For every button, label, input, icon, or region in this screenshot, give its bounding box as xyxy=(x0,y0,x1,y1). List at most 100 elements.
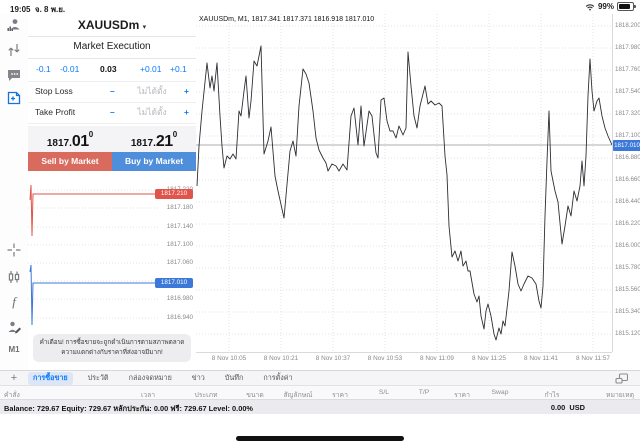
price-tick: 1817.320 xyxy=(615,110,640,117)
trade-panel: XAUUSDm ▾ Market Execution -0.1 -0.01 0.… xyxy=(28,14,197,370)
new-order-icon[interactable] xyxy=(6,90,22,106)
price-tick: 1817.760 xyxy=(615,66,640,73)
tab-3[interactable]: ข่าว xyxy=(191,373,205,382)
column-header: หมายเหตุ xyxy=(606,392,634,399)
tick-price-label: 1817.060 xyxy=(166,259,193,266)
price-tick: 1817.540 xyxy=(615,88,640,95)
symbol-name: XAUUSDm xyxy=(77,18,140,32)
price-tick: 1816.660 xyxy=(615,176,640,183)
price-tick: 1815.560 xyxy=(615,286,640,293)
price-tick: 1817.980 xyxy=(615,44,640,51)
stop-loss-label: Stop Loss xyxy=(35,86,73,96)
status-date: จ. 8 พ.ย. xyxy=(34,5,66,14)
price-chart-plot[interactable] xyxy=(196,14,613,353)
tick-price-label: 1817.180 xyxy=(166,204,193,211)
bottom-tab-bar: + การซื้อขาย ประวัติ กล่องจดหมาย ข่าว บันทึก… xyxy=(0,370,640,386)
bottom-tabs: การซื้อขาย ประวัติ กล่องจดหมาย ข่าว บันทึก กา… xyxy=(28,372,308,385)
stop-loss-row: Stop Loss – ไม่ได้ตั้ง + xyxy=(28,81,196,103)
stop-loss-plus-button[interactable]: + xyxy=(184,86,189,96)
time-tick: 8 Nov 10:21 xyxy=(263,355,299,362)
price-tick: 1816.440 xyxy=(615,198,640,205)
take-profit-value[interactable]: ไม่ได้ตั้ง xyxy=(137,107,167,117)
volume-dec-small[interactable]: -0.01 xyxy=(60,64,80,74)
balance-summary: Balance: 729.67 Equity: 729.67 หลักประกั… xyxy=(4,404,254,413)
symbol-selector[interactable]: XAUUSDm ▾ xyxy=(28,14,196,37)
price-tick: 1818.200 xyxy=(615,22,640,29)
time-tick: 8 Nov 11:09 xyxy=(420,355,454,362)
tab-4[interactable]: บันทึก xyxy=(224,373,244,382)
current-price-badge: 1817.010 xyxy=(613,139,640,151)
time-tick: 8 Nov 11:57 xyxy=(576,355,610,362)
profit-currency: USD xyxy=(569,403,585,412)
price-tick: 1815.120 xyxy=(615,330,640,337)
volume-value[interactable]: 0.03 xyxy=(100,64,117,74)
quotes-icon[interactable] xyxy=(6,17,22,33)
time-tick: 8 Nov 11:25 xyxy=(472,355,506,362)
price-tick: 1816.000 xyxy=(615,242,640,249)
price-tick: 1816.880 xyxy=(615,154,640,161)
chart-panel: XAUUSDm, M1, 1817.341 1817.371 1816.918 … xyxy=(196,14,640,370)
chart-ohlc-info: XAUUSDm, M1, 1817.341 1817.371 1816.918 … xyxy=(199,16,375,23)
home-indicator[interactable] xyxy=(236,436,404,441)
trade-warning: คำเตือน! การซื้อขายจะถูกดำเนินการตามสภาพ… xyxy=(33,334,191,362)
chevron-down-icon: ▾ xyxy=(142,24,147,31)
price-axis: 1818.200 1817.980 1817.760 1817.540 1817.320… xyxy=(612,14,640,352)
stop-loss-value[interactable]: ไม่ได้ตั้ง xyxy=(137,86,167,96)
bid-price-badge: 1817.010 xyxy=(155,278,193,288)
price-tick: 1815.340 xyxy=(615,308,640,315)
bid-ask-prices: 1817.010 1817.210 xyxy=(28,126,196,152)
volume-inc-big[interactable]: +0.1 xyxy=(170,64,187,74)
tick-price-label: 1816.940 xyxy=(166,314,193,321)
sell-price: 1817.010 xyxy=(46,130,94,150)
tab-1[interactable]: ประวัติ xyxy=(87,373,109,382)
wifi-icon xyxy=(585,3,595,10)
indicators-icon[interactable]: f xyxy=(12,294,16,309)
trade-icon[interactable] xyxy=(6,42,22,58)
tab-5[interactable]: การตั้งค่า xyxy=(263,373,293,382)
price-tick: 1817.100 xyxy=(615,132,640,139)
battery-icon xyxy=(617,2,636,11)
column-header: ราคา xyxy=(454,392,470,399)
objects-icon[interactable] xyxy=(6,319,22,335)
buy-button[interactable]: Buy by Market xyxy=(112,152,196,171)
take-profit-plus-button[interactable]: + xyxy=(184,107,189,117)
price-tick: 1816.220 xyxy=(615,220,640,227)
column-header: ขนาด xyxy=(246,392,264,399)
table-header-row: คำสั่ง เวลา ประเภท ขนาด สัญลักษณ์ ราคา S/L T/P ร… xyxy=(0,385,640,400)
time-tick: 8 Nov 10:53 xyxy=(367,355,403,362)
tick-chart[interactable]: 1817.2201817.1801817.1401817.1001817.060… xyxy=(28,172,196,332)
tab-2[interactable]: กล่องจดหมาย xyxy=(128,373,172,382)
battery-percent: 99% xyxy=(597,2,614,11)
volume-inc-small[interactable]: +0.01 xyxy=(140,64,162,74)
ask-price-badge: 1817.210 xyxy=(155,189,193,199)
take-profit-row: Take Profit – ไม่ได้ตั้ง + xyxy=(28,102,196,124)
take-profit-minus-button[interactable]: – xyxy=(110,107,115,117)
crosshair-icon[interactable] xyxy=(6,242,22,258)
volume-dec-big[interactable]: -0.1 xyxy=(36,64,51,74)
tick-lines xyxy=(28,184,159,326)
column-header: T/P xyxy=(418,389,430,396)
status-bar: 19:05 จ. 8 พ.ย. 99% xyxy=(0,0,640,14)
tab-0[interactable]: การซื้อขาย xyxy=(28,372,73,385)
chat-icon[interactable] xyxy=(6,67,22,83)
detach-window-icon[interactable] xyxy=(615,373,629,386)
timeframe-button[interactable]: M1 xyxy=(8,345,20,354)
time-tick: 8 Nov 10:37 xyxy=(315,355,351,362)
execution-mode[interactable]: Market Execution xyxy=(28,36,196,59)
column-header: กำไร xyxy=(544,392,560,399)
chart-type-icon[interactable] xyxy=(6,269,22,285)
profit-value: 0.00 xyxy=(550,403,566,412)
price-line-series xyxy=(196,14,613,352)
price-tick: 1815.780 xyxy=(615,264,640,271)
column-header: สัญลักษณ์ xyxy=(283,392,313,399)
time-tick: 8 Nov 11:41 xyxy=(524,355,558,362)
column-header: ราคา xyxy=(332,392,348,399)
stop-loss-minus-button[interactable]: – xyxy=(110,86,115,96)
column-header: Swap xyxy=(491,389,509,396)
add-button[interactable]: + xyxy=(10,372,18,384)
column-header: ประเภท xyxy=(194,392,218,399)
sell-button[interactable]: Sell by Market xyxy=(28,152,112,171)
balance-bar: Balance: 729.67 Equity: 729.67 หลักประกั… xyxy=(0,399,640,414)
left-toolbar: f M1 xyxy=(0,14,29,370)
